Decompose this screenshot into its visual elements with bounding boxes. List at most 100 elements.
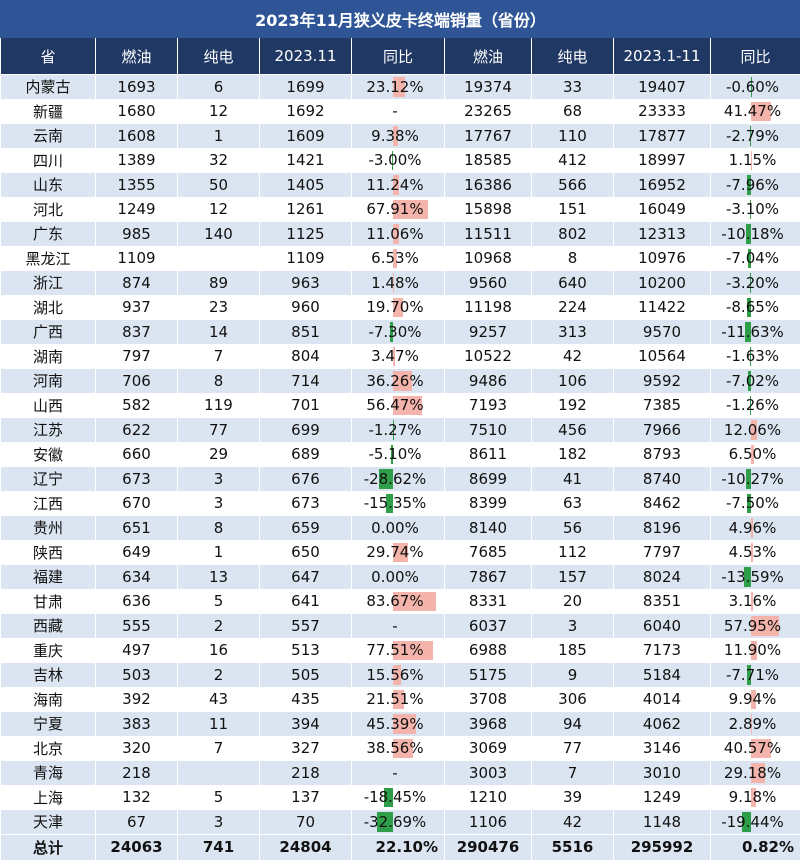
total-month-cell: 505: [260, 663, 352, 688]
fuel-ytd-cell: 7510: [445, 418, 532, 443]
total-ytd-cell: 6040: [614, 614, 711, 639]
total-month-cell: 641: [260, 589, 352, 614]
col-header-total-month: 2023.11: [260, 38, 352, 75]
ev-month-cell: 43: [178, 687, 260, 712]
province-cell: 重庆: [1, 638, 96, 663]
total-month-cell: 699: [260, 418, 352, 443]
total-ytd-cell: 7797: [614, 540, 711, 565]
yoy-value: -: [392, 617, 397, 635]
total-ytd-cell: 18997: [614, 148, 711, 173]
province-cell: 辽宁: [1, 467, 96, 492]
yoy-value: 45.39%: [366, 715, 423, 733]
ev-ytd-cell: 3: [532, 614, 614, 639]
yoy-ytd-cell: 2.89%: [711, 712, 800, 737]
yoy-value: 4.96%: [729, 519, 777, 537]
yoy-month-cell: 29.74%: [352, 540, 445, 565]
fuel-month-cell: 670: [96, 491, 178, 516]
yoy-ytd-cell: -7.02%: [711, 369, 800, 394]
yoy-ytd-cell: -7.96%: [711, 173, 800, 198]
yoy-value: 29.74%: [366, 543, 423, 561]
province-cell: 青海: [1, 761, 96, 786]
ev-ytd-cell: 157: [532, 565, 614, 590]
yoy-value: 0.00%: [371, 568, 419, 586]
fuel-ytd-cell: 23265: [445, 99, 532, 124]
province-cell: 浙江: [1, 271, 96, 296]
total-ytd-cell: 7966: [614, 418, 711, 443]
ev-month-cell: 16: [178, 638, 260, 663]
total-row: 总计 24063 741 24804 22.10% 290476 5516 29…: [1, 834, 800, 860]
yoy-month-cell: -: [352, 614, 445, 639]
total-ytd-cell: 4062: [614, 712, 711, 737]
ev-ytd-cell: 42: [532, 810, 614, 835]
ev-ytd-cell: 39: [532, 785, 614, 810]
yoy-value: -18.45%: [364, 788, 427, 806]
province-cell: 新疆: [1, 99, 96, 124]
yoy-value: -19.44%: [721, 813, 784, 831]
yoy-value: 77.51%: [366, 641, 423, 659]
province-cell: 天津: [1, 810, 96, 835]
total-yoy-ytd: 0.82%: [711, 834, 800, 860]
province-cell: 上海: [1, 785, 96, 810]
yoy-value: -0.60%: [726, 78, 779, 96]
total-ytd-cell: 1148: [614, 810, 711, 835]
col-header-ev-month: 纯电: [178, 38, 260, 75]
yoy-value: 11.90%: [724, 641, 781, 659]
total-fuel-month: 24063: [96, 834, 178, 860]
ev-month-cell: 2: [178, 614, 260, 639]
ev-ytd-cell: 412: [532, 148, 614, 173]
ev-month-cell: 11: [178, 712, 260, 737]
province-cell: 吉林: [1, 663, 96, 688]
yoy-month-cell: 1.48%: [352, 271, 445, 296]
ev-month-cell: 13: [178, 565, 260, 590]
fuel-month-cell: 636: [96, 589, 178, 614]
province-cell: 陕西: [1, 540, 96, 565]
fuel-month-cell: 649: [96, 540, 178, 565]
yoy-value: -7.71%: [726, 666, 779, 684]
ev-ytd-cell: 313: [532, 320, 614, 345]
ev-month-cell: 1: [178, 124, 260, 149]
total-month-cell: 327: [260, 736, 352, 761]
yoy-value: -1.26%: [726, 396, 779, 414]
fuel-month-cell: 797: [96, 344, 178, 369]
yoy-value: 40.57%: [724, 739, 781, 757]
total-month-cell: 394: [260, 712, 352, 737]
total-ytd-cell: 12313: [614, 222, 711, 247]
fuel-ytd-cell: 7867: [445, 565, 532, 590]
yoy-ytd-cell: 41.47%: [711, 99, 800, 124]
yoy-value: 29.18%: [724, 764, 781, 782]
total-ytd-cell: 3010: [614, 761, 711, 786]
ev-month-cell: 5: [178, 589, 260, 614]
yoy-ytd-cell: -19.44%: [711, 810, 800, 835]
total-ytd-cell: 16049: [614, 197, 711, 222]
yoy-month-cell: 19.70%: [352, 295, 445, 320]
yoy-ytd-cell: 4.53%: [711, 540, 800, 565]
fuel-month-cell: 582: [96, 393, 178, 418]
yoy-ytd-cell: 11.90%: [711, 638, 800, 663]
yoy-value: -3.00%: [368, 151, 421, 169]
yoy-value: -7.96%: [726, 176, 779, 194]
yoy-month-cell: 23.12%: [352, 75, 445, 100]
ev-ytd-cell: 112: [532, 540, 614, 565]
ev-ytd-cell: 33: [532, 75, 614, 100]
province-cell: 内蒙古: [1, 75, 96, 100]
total-month-cell: 701: [260, 393, 352, 418]
ev-ytd-cell: 7: [532, 761, 614, 786]
fuel-month-cell: 651: [96, 516, 178, 541]
ev-month-cell: 119: [178, 393, 260, 418]
yoy-value: 9.18%: [729, 788, 777, 806]
yoy-month-cell: 6.53%: [352, 246, 445, 271]
yoy-ytd-cell: -3.20%: [711, 271, 800, 296]
yoy-ytd-cell: 29.18%: [711, 761, 800, 786]
fuel-ytd-cell: 8399: [445, 491, 532, 516]
fuel-ytd-cell: 3968: [445, 712, 532, 737]
fuel-ytd-cell: 1210: [445, 785, 532, 810]
yoy-ytd-cell: -11.63%: [711, 320, 800, 345]
ev-ytd-cell: 185: [532, 638, 614, 663]
